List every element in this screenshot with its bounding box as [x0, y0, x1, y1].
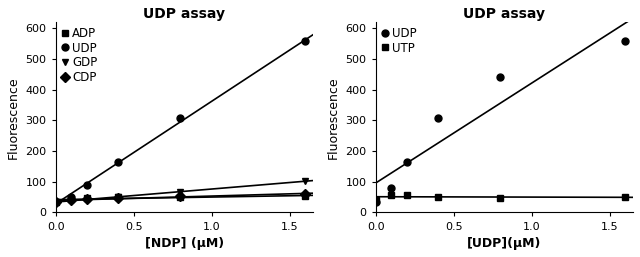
- Legend: ADP, UDP, GDP, CDP: ADP, UDP, GDP, CDP: [59, 26, 99, 85]
- Y-axis label: Fluorescence: Fluorescence: [7, 76, 20, 159]
- UDP: [177, 117, 184, 120]
- CDP: [114, 196, 122, 199]
- Line: ADP: ADP: [52, 193, 308, 205]
- GDP: [301, 180, 309, 183]
- GDP: [114, 196, 122, 199]
- UTP: [387, 194, 395, 197]
- UTP: [403, 193, 411, 196]
- CDP: [67, 199, 75, 202]
- X-axis label: [UDP](μM): [UDP](μM): [467, 237, 541, 250]
- UTP: [434, 196, 442, 199]
- Title: UDP assay: UDP assay: [463, 7, 545, 21]
- ADP: [114, 196, 122, 199]
- UTP: [497, 197, 504, 200]
- UDP: [403, 160, 411, 163]
- CDP: [301, 192, 309, 196]
- CDP: [177, 195, 184, 198]
- ADP: [52, 200, 60, 203]
- CDP: [83, 198, 91, 201]
- Title: UDP assay: UDP assay: [143, 7, 225, 21]
- UDP: [114, 160, 122, 163]
- Y-axis label: Fluorescence: Fluorescence: [327, 76, 340, 159]
- X-axis label: [NDP] (μM): [NDP] (μM): [145, 237, 224, 250]
- UDP: [372, 200, 380, 203]
- Line: CDP: CDP: [52, 191, 308, 205]
- GDP: [177, 190, 184, 193]
- UDP: [621, 40, 629, 43]
- ADP: [67, 198, 75, 201]
- ADP: [83, 197, 91, 200]
- Line: GDP: GDP: [52, 178, 308, 205]
- GDP: [83, 198, 91, 201]
- UTP: [372, 198, 380, 201]
- ADP: [301, 195, 309, 198]
- GDP: [67, 199, 75, 202]
- Line: UTP: UTP: [372, 191, 628, 203]
- GDP: [52, 200, 60, 203]
- UTP: [621, 196, 629, 199]
- UDP: [497, 76, 504, 79]
- ADP: [177, 196, 184, 199]
- UDP: [83, 183, 91, 186]
- UDP: [434, 117, 442, 120]
- Line: UDP: UDP: [52, 38, 308, 205]
- UDP: [301, 40, 309, 43]
- UDP: [67, 196, 75, 199]
- CDP: [52, 200, 60, 203]
- Legend: UDP, UTP: UDP, UTP: [379, 26, 418, 56]
- Line: UDP: UDP: [372, 38, 628, 205]
- UDP: [387, 186, 395, 189]
- UDP: [52, 200, 60, 203]
